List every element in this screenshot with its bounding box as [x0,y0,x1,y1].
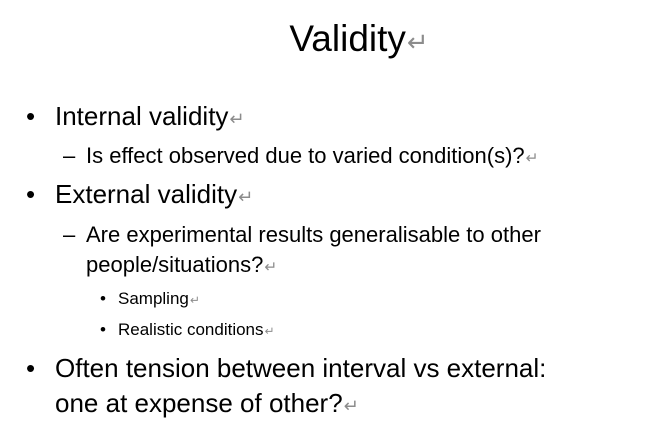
bullet-text: External validity [55,179,238,209]
return-mark-icon: ↵ [264,324,275,338]
sub-bullet-text: Are experimental results generalisable t… [86,222,541,247]
sub-bullet-text: people/situations? [86,252,264,277]
return-mark-icon: ↵ [406,29,429,57]
sub-bullet-text: Is effect observed due to varied conditi… [86,143,525,168]
bullet-tension-line2: one at expense of other?↵ [55,387,359,423]
bullet-text: Often tension between interval vs extern… [55,353,547,383]
bullet-external-validity: External validity↵ [55,178,253,214]
bullet-text: Internal validity [55,101,229,131]
return-mark-icon: ↵ [525,150,539,167]
bullet-text: one at expense of other? [55,388,343,418]
sub-bullet-marker: – [63,143,76,168]
bullet-marker: • [26,353,36,383]
sub-bullet-generalisable-line2: people/situations?↵ [86,250,277,283]
sub-sub-bullet-marker: • [100,320,106,339]
slide-title: Validity↵ [0,14,658,68]
slide-title-text: Validity [289,18,406,59]
sub-sub-bullet-text: Sampling [118,289,189,308]
return-mark-icon: ↵ [264,259,278,276]
sub-bullet-marker: – [63,222,76,247]
sub-bullet-effect-observed: Is effect observed due to varied conditi… [86,141,539,174]
return-mark-icon: ↵ [343,396,359,416]
bullet-marker: • [26,101,36,131]
sub-sub-bullet-sampling: Sampling↵ [118,287,200,312]
return-mark-icon: ↵ [189,293,200,307]
bullet-marker: • [26,179,36,209]
sub-sub-bullet-text: Realistic conditions [118,320,264,339]
return-mark-icon: ↵ [229,109,245,129]
sub-bullet-generalisable-line1: Are experimental results generalisable t… [86,220,541,250]
bullet-internal-validity: Internal validity↵ [55,100,245,136]
sub-sub-bullet-marker: • [100,289,106,308]
return-mark-icon: ↵ [238,187,254,207]
bullet-tension-line1: Often tension between interval vs extern… [55,352,546,385]
sub-sub-bullet-realistic-conditions: Realistic conditions↵ [118,318,274,343]
